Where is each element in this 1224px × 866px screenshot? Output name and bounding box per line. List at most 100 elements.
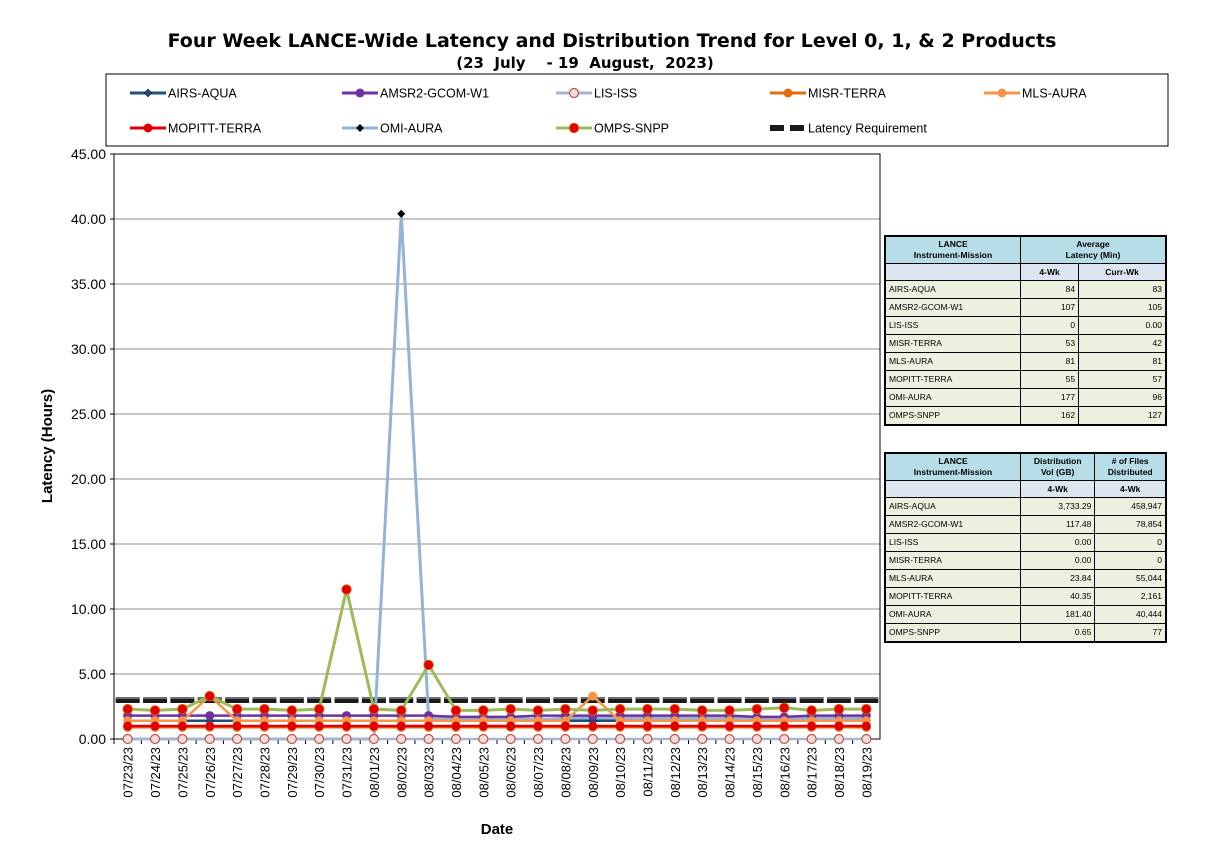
x-tick-label: 08/12/23	[668, 747, 683, 798]
table-cell-value: 55,044	[1094, 569, 1167, 588]
table2-col3-header: # of Files Distributed	[1094, 452, 1167, 481]
data-point	[286, 733, 297, 745]
data-point	[532, 733, 544, 745]
data-point	[560, 703, 571, 715]
table-cell-value: 42	[1078, 334, 1167, 353]
table-cell-value: 40.35	[1019, 587, 1096, 606]
data-point	[232, 733, 243, 745]
x-tick-label: 08/03/23	[422, 747, 437, 798]
data-point	[143, 123, 153, 133]
data-point	[806, 705, 817, 716]
data-point	[669, 733, 680, 745]
y-tick-label: 45.00	[71, 146, 106, 162]
table-cell-name: AIRS-AQUA	[884, 497, 1021, 516]
legend-box	[105, 73, 1169, 147]
data-point	[861, 721, 871, 731]
table-row: MOPITT-TERRA 40.35 2,161	[884, 587, 1167, 606]
legend-entry: Latency Requirement	[770, 122, 927, 136]
data-point	[779, 702, 790, 714]
data-point	[122, 703, 133, 715]
table-row: AIRS-AQUA 84 83	[884, 280, 1167, 299]
table-cell-value: 177	[1019, 388, 1080, 407]
table-cell-value: 78,854	[1094, 515, 1167, 534]
x-axis: 07/23/23 07/24/23 07/25/23 07/26/23 07/27/23…	[113, 739, 874, 798]
legend-label: AIRS-AQUA	[168, 87, 237, 101]
table-cell-name: OMI-AURA	[884, 605, 1021, 624]
data-point	[505, 733, 516, 745]
table-cell-name: OMI-AURA	[884, 388, 1021, 407]
y-tick-label: 10.00	[71, 601, 106, 617]
x-tick-label: 08/17/23	[805, 747, 820, 798]
x-tick-label: 08/07/23	[531, 747, 546, 798]
data-point	[670, 721, 680, 731]
x-tick-label: 07/26/23	[203, 747, 218, 798]
table-cell-value: 0.00	[1019, 533, 1096, 552]
table-cell-value: 84	[1019, 280, 1080, 299]
header-line: LANCE	[938, 239, 968, 249]
series-mopitt-terra	[123, 721, 871, 731]
data-point	[123, 721, 133, 731]
table-cell-value: 105	[1078, 298, 1167, 317]
y-tick-label: 30.00	[71, 341, 106, 357]
header-line: Instrument-Mission	[913, 467, 993, 477]
data-point	[697, 733, 708, 745]
legend-label: AMSR2-GCOM-W1	[380, 87, 489, 101]
data-point	[642, 721, 652, 731]
data-point	[669, 703, 681, 715]
table-cell-name: AMSR2-GCOM-W1	[884, 298, 1021, 317]
distribution-table: LANCE Instrument-Mission Distribution Vo…	[884, 452, 1167, 643]
data-point	[259, 703, 270, 715]
data-point	[177, 703, 188, 715]
data-point	[313, 703, 325, 715]
header-line: Vol (GB)	[1041, 467, 1075, 477]
legend-entry: OMPS-SNPP	[556, 122, 669, 136]
table-cell-value: 117.48	[1019, 515, 1096, 534]
data-point	[752, 721, 762, 731]
data-point	[286, 705, 298, 716]
table-row: OMPS-SNPP 162 127	[884, 406, 1167, 426]
table1-sub-4wk: 4-Wk	[1019, 263, 1080, 281]
header-line: # of Files	[1111, 456, 1149, 466]
data-point	[751, 733, 762, 745]
data-point	[588, 691, 598, 701]
table2-blank-sub	[884, 480, 1021, 498]
table-row: LIS-ISS 0 0.00	[884, 316, 1167, 335]
data-point	[560, 733, 571, 745]
y-axis-label: Latency (Hours)	[39, 389, 56, 503]
header-line: LANCE	[938, 456, 968, 466]
y-tick-label: 40.00	[71, 211, 106, 227]
table-cell-name: AIRS-AQUA	[884, 280, 1021, 299]
data-point	[806, 733, 817, 745]
table-cell-name: LIS-ISS	[884, 316, 1021, 335]
table-cell-value: 23.84	[1019, 569, 1096, 588]
table-cell-value: 2,161	[1094, 587, 1167, 606]
table-cell-name: MLS-AURA	[884, 352, 1021, 371]
y-tick-label: 35.00	[71, 276, 106, 292]
table-row: LIS-ISS 0.00 0	[884, 533, 1167, 552]
table-row: MISR-TERRA 53 42	[884, 334, 1167, 353]
legend-entry: OMI-AURA	[342, 122, 443, 136]
legend-label: MISR-TERRA	[808, 87, 886, 101]
table2-sub-4wk-files: 4-Wk	[1094, 480, 1167, 498]
data-point	[259, 721, 269, 731]
data-point	[149, 733, 161, 745]
legend-label: OMPS-SNPP	[594, 122, 669, 136]
table-cell-value: 0	[1019, 316, 1080, 335]
table-cell-value: 57	[1078, 370, 1167, 389]
data-point	[751, 703, 763, 715]
data-point	[396, 721, 406, 731]
data-point	[478, 733, 489, 745]
gridlines	[114, 218, 880, 675]
series-lis-iss	[122, 733, 872, 745]
data-point	[143, 88, 153, 98]
x-tick-label: 07/24/23	[148, 747, 163, 798]
x-tick-label: 07/29/23	[285, 747, 300, 798]
data-point	[587, 705, 598, 716]
table-cell-name: MLS-AURA	[884, 569, 1021, 588]
data-point	[122, 733, 133, 745]
table1-blank-sub	[884, 263, 1021, 281]
x-tick-label: 07/30/23	[312, 747, 327, 798]
data-point	[779, 733, 790, 745]
table1-col2-header: Average Latency (Min)	[1020, 235, 1167, 264]
